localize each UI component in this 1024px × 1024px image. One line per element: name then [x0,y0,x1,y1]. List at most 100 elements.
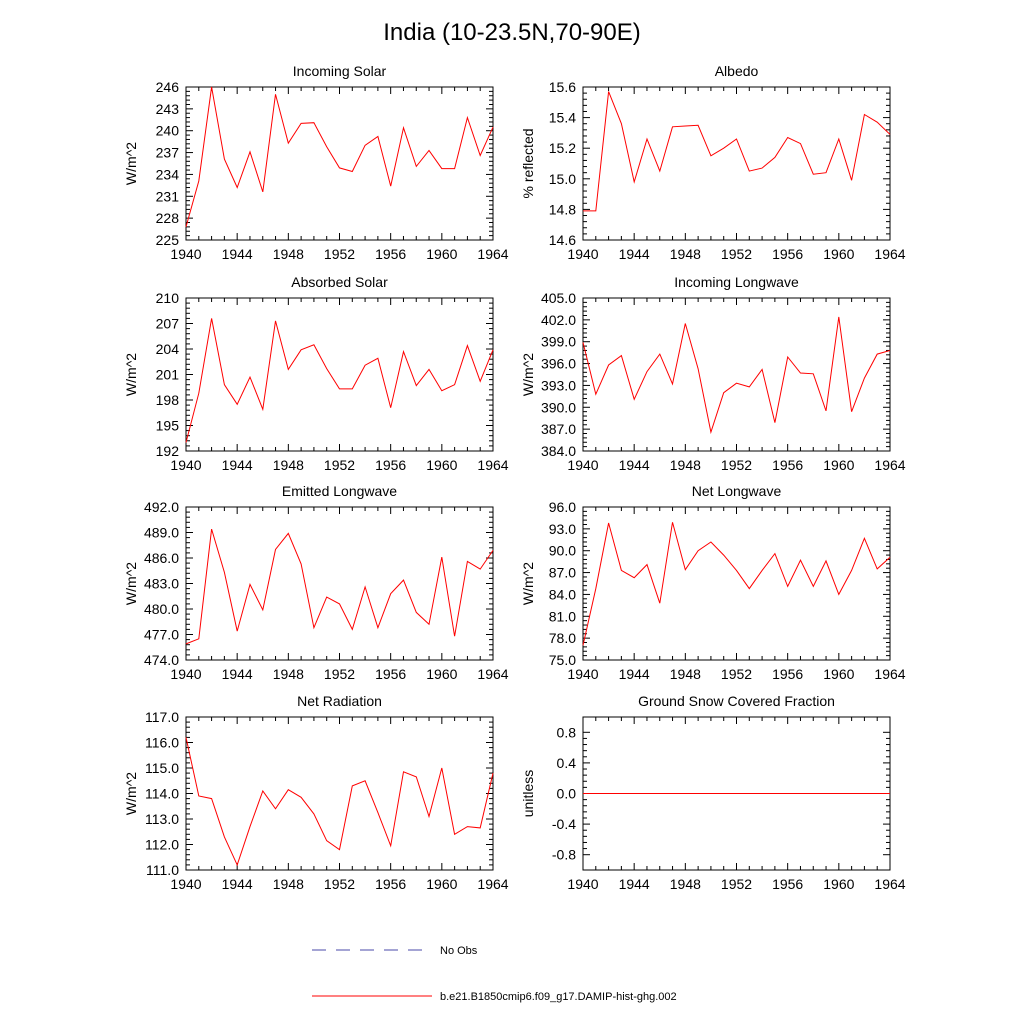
y-axis-label: W/m^2 [123,772,139,815]
y-tick-label: 117.0 [145,709,179,725]
y-tick-label: 78.0 [549,630,576,646]
x-tick-label: 1952 [721,666,752,682]
y-tick-label: 96.0 [549,499,576,515]
y-tick-label: 243 [156,101,180,117]
x-tick-label: 1956 [375,876,406,892]
y-axis-label: W/m^2 [123,142,139,185]
y-tick-label: 90.0 [549,543,576,559]
y-axis-label: W/m^2 [123,562,139,605]
x-tick-label: 1940 [170,246,201,262]
y-axis-label: W/m^2 [123,353,139,396]
x-tick-label: 1952 [324,666,355,682]
x-tick-label: 1940 [170,457,201,473]
x-tick-label: 1948 [670,666,701,682]
y-tick-label: 399.0 [541,334,576,350]
panels-group: Incoming Solar W/m^2 1940 1944 1948 1952 1956 1… [123,63,906,892]
y-tick-label: 402.0 [541,312,576,328]
main-title: India (10-23.5N,70-90E) [383,19,640,46]
plot-frame [582,86,891,241]
x-tick-label: 1948 [273,246,304,262]
panel-title: Absorbed Solar [291,274,388,290]
y-tick-label: 204 [156,341,180,357]
y-tick-label: 390.0 [541,399,576,415]
y-tick-label: 113.0 [145,811,179,827]
y-tick-label: 87.0 [549,565,576,581]
x-tick-label: 1956 [375,457,406,473]
y-axis-label: % reflected [520,128,536,198]
x-tick-label: 1944 [619,666,650,682]
y-tick-label: 84.0 [549,586,576,602]
panel-title: Emitted Longwave [282,483,397,499]
x-tick-label: 1960 [823,876,854,892]
y-tick-label: 234 [156,166,180,182]
plot-frame [185,297,494,452]
x-tick-label: 1956 [772,246,803,262]
y-tick-label: 483.0 [144,576,179,592]
x-tick-label: 1944 [222,457,253,473]
x-tick-label: 1964 [874,457,905,473]
x-tick-label: 1952 [324,876,355,892]
y-axis-label: unitless [520,770,536,817]
y-tick-label: 480.0 [144,601,179,617]
x-tick-label: 1960 [426,666,457,682]
y-tick-label: 0.4 [557,755,577,771]
x-tick-label: 1964 [874,666,905,682]
x-tick-label: 1964 [477,666,508,682]
y-tick-label: 384.0 [541,443,576,459]
panel-title: Ground Snow Covered Fraction [638,693,835,709]
x-tick-label: 1956 [375,666,406,682]
y-tick-label: 231 [156,188,180,204]
y-tick-label: 0.0 [557,786,577,802]
y-tick-label: 114.0 [145,786,179,802]
y-tick-label: 387.0 [541,421,576,437]
x-tick-label: 1944 [619,876,650,892]
y-tick-label: 240 [156,123,180,139]
panel-1: Incoming Solar W/m^2 1940 1944 1948 1952 1956 1… [123,63,509,262]
x-tick-label: 1944 [222,666,253,682]
y-tick-label: 207 [156,316,180,332]
y-axis-label: W/m^2 [520,353,536,396]
x-tick-label: 1952 [324,457,355,473]
y-tick-label: 15.0 [549,171,576,187]
series-line-1 [583,91,891,212]
y-tick-label: 228 [156,210,180,226]
y-tick-label: 0.8 [557,724,577,740]
panel-3: Absorbed Solar W/m^2 1940 1944 1948 1952 1956 1… [123,274,509,473]
series-line-1 [185,737,494,867]
x-tick-label: 1964 [477,246,508,262]
x-tick-label: 1944 [619,457,650,473]
y-tick-label: 489.0 [144,525,179,541]
y-tick-label: 15.6 [549,79,576,95]
y-tick-label: 81.0 [549,608,576,624]
y-tick-label: 477.0 [144,627,179,643]
y-tick-label: 225 [156,232,180,248]
legend: No Obs b.e21.B1850cmip6.f09_g17.DAMIP-hi… [312,945,677,1003]
y-tick-label: -0.8 [552,847,576,863]
panel-title: Net Longwave [692,483,782,499]
plot-frame [185,506,494,661]
y-axis-label: W/m^2 [520,562,536,605]
panel-title: Incoming Solar [293,63,387,79]
y-tick-label: 15.2 [549,140,576,156]
panel-4: Incoming Longwave W/m^2 1940 1944 1948 1952 19… [520,274,906,473]
panel-2: Albedo % reflected 1940 1944 1948 1952 1956 196… [520,63,906,262]
x-tick-label: 1948 [670,457,701,473]
y-tick-label: 246 [156,79,180,95]
plot-frame [582,297,891,452]
x-tick-label: 1952 [721,246,752,262]
y-tick-label: 112.0 [145,837,179,853]
x-tick-label: 1940 [170,666,201,682]
y-tick-label: 210 [156,290,180,306]
x-tick-label: 1956 [772,457,803,473]
x-tick-label: 1952 [721,876,752,892]
y-tick-label: 111.0 [146,862,179,878]
series-line-1 [582,522,891,646]
y-tick-label: 198 [156,392,180,408]
x-tick-label: 1956 [772,876,803,892]
panel-5: Emitted Longwave W/m^2 1940 1944 1948 1952 195… [123,483,509,682]
series-line-1 [582,316,891,435]
series-line-1 [185,318,494,443]
panel-title: Albedo [715,63,759,79]
y-tick-label: 14.8 [549,201,576,217]
